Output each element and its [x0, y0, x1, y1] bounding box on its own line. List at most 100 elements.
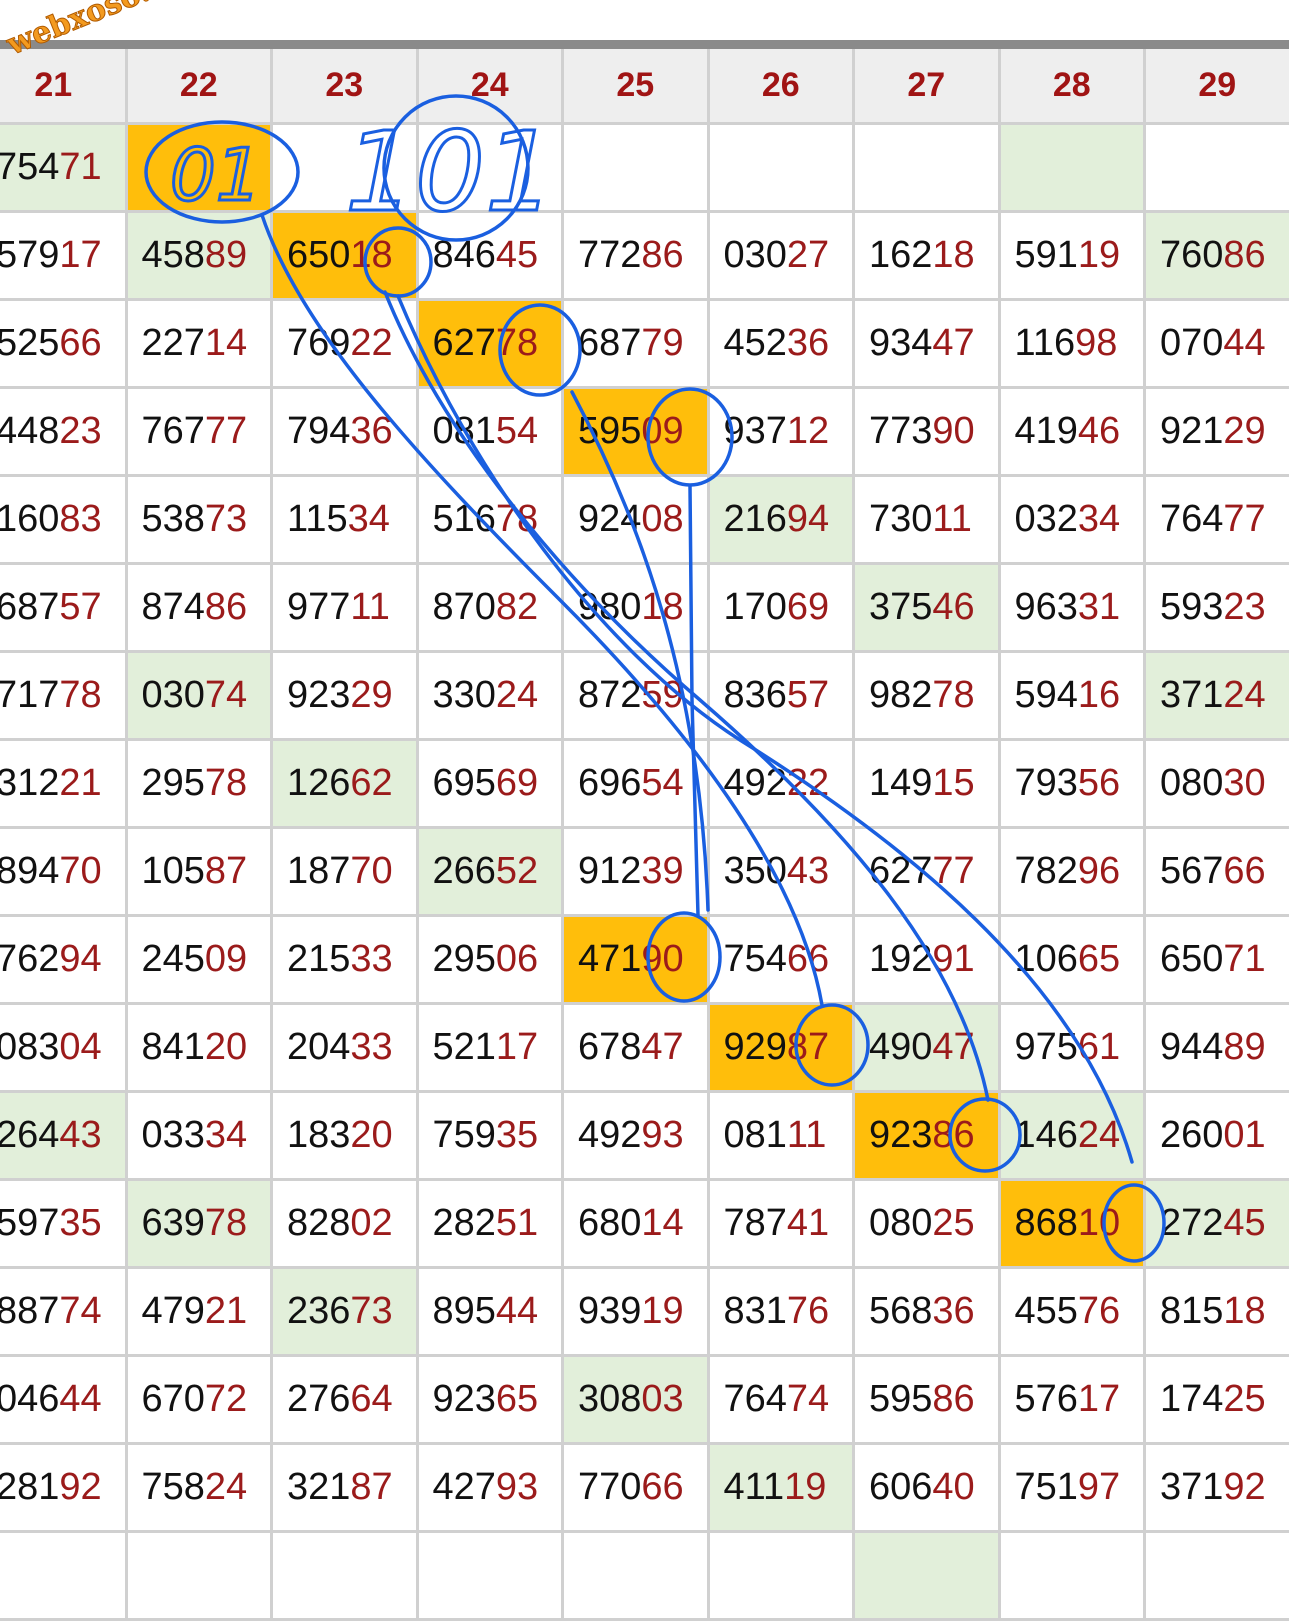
number-head: 754 — [723, 938, 787, 980]
table-cell: 836 57 — [709, 653, 855, 741]
number-tail-digits: 34 — [204, 1114, 248, 1156]
table-cell: 452 36 — [709, 301, 855, 389]
number-head: 516 — [432, 498, 496, 540]
table-cell: 215 33 — [273, 917, 419, 1005]
table-cell: 174 25 — [1146, 1357, 1289, 1445]
table-cell: 187 70 — [273, 829, 419, 917]
number-head: 874 — [141, 586, 205, 628]
table-row: 312 21 295 78 126 62 695 69 696 54 492 22 149 15 793 56… — [0, 741, 1289, 829]
column-header-26: 26 — [709, 49, 855, 125]
table-cell: 606 40 — [855, 1445, 1001, 1533]
number-head: 236 — [287, 1290, 351, 1332]
table-cell: 419 46 — [1000, 389, 1146, 477]
number-tail-digits: 30 — [1223, 762, 1266, 804]
number-tail-digits: 78 — [204, 762, 248, 804]
table-cell — [709, 125, 855, 213]
number-head: 937 — [723, 410, 787, 452]
number-head: 170 — [723, 586, 787, 628]
number-tail-digits: 69 — [495, 762, 539, 804]
table-cell: 260 01 — [1146, 1093, 1289, 1181]
number-tail-digits: 91 — [932, 938, 975, 980]
number-head: 204 — [287, 1026, 351, 1068]
table-cell: 831 76 — [709, 1269, 855, 1357]
number-tail-digits: 57 — [59, 586, 102, 628]
number-tail-digits: 87 — [350, 1466, 393, 1508]
table-cell: 282 51 — [418, 1181, 564, 1269]
number-tail-digits: 73 — [350, 1290, 393, 1332]
table-row: 264 43 033 34 183 20 759 35 492 93 081 11 923 86 146 24… — [0, 1093, 1289, 1181]
number-tail-digits: 77 — [1223, 498, 1266, 540]
shaded-cell: 308 03 — [564, 1357, 710, 1445]
number-head: 521 — [432, 1026, 496, 1068]
number-head: 929 — [723, 1026, 787, 1068]
number-head: 912 — [578, 850, 642, 892]
number-head: 868 — [1014, 1202, 1078, 1244]
number-head: 276 — [287, 1378, 351, 1420]
table-cell: 921 29 — [1146, 389, 1289, 477]
number-head: 769 — [287, 322, 351, 364]
number-head: 828 — [287, 1202, 351, 1244]
number-head: 764 — [1160, 498, 1224, 540]
number-head: 923 — [432, 1378, 496, 1420]
number-head: 591 — [1014, 234, 1078, 276]
number-tail-digits: 10 — [1077, 1202, 1121, 1244]
table-cell: 080 30 — [1146, 741, 1289, 829]
table-cell: 321 87 — [273, 1445, 419, 1533]
table-cell: 192 91 — [855, 917, 1001, 1005]
number-head: 492 — [578, 1114, 642, 1156]
number-tail-digits: 23 — [1223, 586, 1266, 628]
number-head: 215 — [287, 938, 351, 980]
number-head: 192 — [869, 938, 933, 980]
table-cell: 204 33 — [273, 1005, 419, 1093]
number-head: 815 — [1160, 1290, 1224, 1332]
number-tail-digits: 76 — [1077, 1290, 1121, 1332]
table-row: 083 04 841 20 204 33 521 17 678 47 929 87 490 47 975 61… — [0, 1005, 1289, 1093]
table-cell: 717 78 — [0, 653, 128, 741]
number-tail-digits: 90 — [932, 410, 975, 452]
table-cell: 492 93 — [564, 1093, 710, 1181]
table-cell — [127, 1533, 273, 1621]
table-cell: 764 74 — [709, 1357, 855, 1445]
number-tail-digits: 44 — [495, 1290, 539, 1332]
number-tail-digits: 23 — [59, 410, 102, 452]
number-head: 921 — [1160, 410, 1224, 452]
table-cell — [564, 1533, 710, 1621]
number-head: 312 — [0, 762, 60, 804]
column-header-22: 22 — [127, 49, 273, 125]
number-head: 762 — [0, 938, 60, 980]
number-head: 606 — [869, 1466, 933, 1508]
number-head: 687 — [0, 586, 60, 628]
number-head: 308 — [578, 1378, 642, 1420]
table-cell: 568 36 — [855, 1269, 1001, 1357]
number-head: 696 — [578, 762, 642, 804]
number-head: 160 — [0, 498, 60, 540]
table-cell: 767 77 — [127, 389, 273, 477]
shaded-cell: 371 24 — [1146, 653, 1289, 741]
number-head: 773 — [869, 410, 933, 452]
number-tail-digits: 71 — [59, 146, 102, 188]
number-tail-digits: 66 — [59, 322, 102, 364]
number-head: 146 — [1014, 1114, 1078, 1156]
number-head: 427 — [432, 1466, 496, 1508]
number-tail-digits: 66 — [786, 938, 830, 980]
number-head: 115 — [287, 498, 348, 540]
number-tail-digits: 43 — [59, 1114, 102, 1156]
number-tail-digits: 19 — [784, 1466, 827, 1508]
number-tail-digits: 35 — [495, 1114, 539, 1156]
table-cell: 963 31 — [1000, 565, 1146, 653]
table-cell: 730 11 — [855, 477, 1001, 565]
number-tail-digits: 86 — [932, 1114, 975, 1156]
number-head: 216 — [723, 498, 787, 540]
shaded-cell — [1000, 125, 1146, 213]
number-tail-digits: 04 — [59, 1026, 102, 1068]
number-tail-digits: 43 — [786, 850, 830, 892]
number-head: 183 — [287, 1114, 351, 1156]
number-tail-digits: 76 — [786, 1290, 830, 1332]
highlighted-cell: 627 78 — [418, 301, 564, 389]
table-cell: 567 66 — [1146, 829, 1289, 917]
number-head: 568 — [869, 1290, 933, 1332]
number-head: 576 — [1014, 1378, 1078, 1420]
number-head: 944 — [1160, 1026, 1224, 1068]
number-tail-digits: 66 — [1223, 850, 1266, 892]
shaded-cell: 126 62 — [273, 741, 419, 829]
